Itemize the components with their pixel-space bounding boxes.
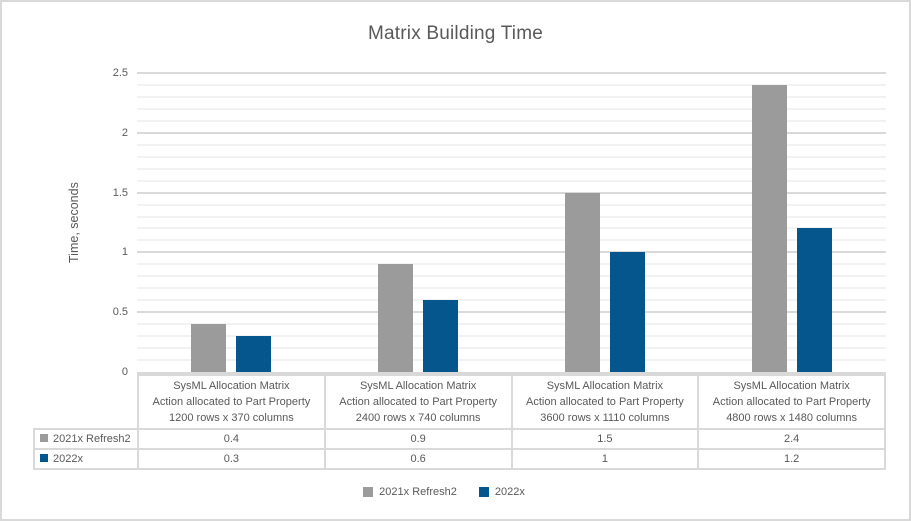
bar-series2-group2 [422,300,458,372]
gridline-minor [137,167,886,170]
legend-label: 2021x Refresh2 [379,486,457,498]
y-tick-label: 1.5 [112,186,128,199]
series-row: 2021x Refresh2 0.4 0.9 1.5 2.4 [33,428,886,450]
gridline-minor [137,83,886,86]
gridline-major [137,72,886,74]
gridline-major [137,311,886,314]
gridline-minor [137,323,886,326]
value-cell: 1.2 [697,448,886,470]
value-cell: 0.3 [137,448,326,470]
category-cell: SysML Allocation Matrix Action allocated … [137,374,326,430]
gridline-minor [137,227,886,230]
series-row-header: 2021x Refresh2 [33,428,139,450]
data-table-body: SysML Allocation Matrix Action allocated … [33,374,886,470]
y-tick-label: 0.5 [112,306,128,319]
legend-item: 2022x [478,486,525,498]
plot-area [137,72,886,374]
gridline-minor [137,179,886,182]
bar-series1-group3 [565,192,601,372]
gridline-minor [137,287,886,290]
gridline-minor [137,203,886,206]
bar-series2-group1 [235,336,271,372]
bar-series2-group3 [610,252,646,372]
gridline-minor [137,107,886,110]
gridline-major [137,251,886,254]
y-tick-label: 1 [121,246,128,259]
category-cell: SysML Allocation Matrix Action allocated … [697,374,886,430]
data-table: SysML Allocation Matrix Action allocated … [33,374,886,470]
gridline-major [137,131,886,134]
gridline-minor [137,275,886,278]
legend-swatch-icon [478,487,489,497]
legend-swatch-icon [363,487,374,497]
value-cell: 2.4 [697,428,886,450]
gridline-major [137,191,886,194]
value-cell: 0.4 [137,428,326,450]
gridline-minor [137,359,886,362]
category-cell: SysML Allocation Matrix Action allocated … [323,374,513,430]
value-cell: 1.5 [510,428,700,450]
gridline-minor [137,347,886,350]
gridline-minor [137,143,886,146]
gridline-minor [137,119,886,122]
gridline-minor [137,299,886,302]
category-cell: SysML Allocation Matrix Action allocated … [510,374,700,430]
y-axis-title: Time, seconds [67,182,81,263]
y-tick-label: 2 [121,126,128,139]
y-tick-labels: 0 0.5 1 1.5 2 2.5 [86,67,128,378]
y-tick-label: 0 [121,366,128,378]
gridline-minor [137,215,886,218]
series-key-icon [40,454,48,462]
legend-item: 2021x Refresh2 [363,486,457,498]
series-key-icon [40,434,48,442]
legend: 2021x Refresh2 2022x [2,486,886,498]
bar-series2-group4 [797,228,833,372]
series-row-header: 2022x [33,448,139,470]
chart-title: Matrix Building Time [367,23,544,44]
category-label-row: SysML Allocation Matrix Action allocated … [34,374,886,430]
legend-label: 2022x [494,486,525,498]
value-cell: 1 [510,448,700,470]
bar-series1-group2 [377,264,413,372]
gridline-minor [137,239,886,242]
bar-series1-group4 [752,84,788,372]
table-corner-empty [34,375,138,429]
bar-series1-group1 [190,324,226,372]
gridline-minor [137,155,886,158]
series-row: 2022x 0.3 0.6 1 1.2 [33,448,886,470]
value-cell: 0.6 [323,448,513,470]
gridline-minor [137,335,886,338]
gridline-minor [137,95,886,98]
value-cell: 0.9 [323,428,513,450]
gridline-minor [137,263,886,266]
y-tick-label: 2.5 [112,67,128,79]
